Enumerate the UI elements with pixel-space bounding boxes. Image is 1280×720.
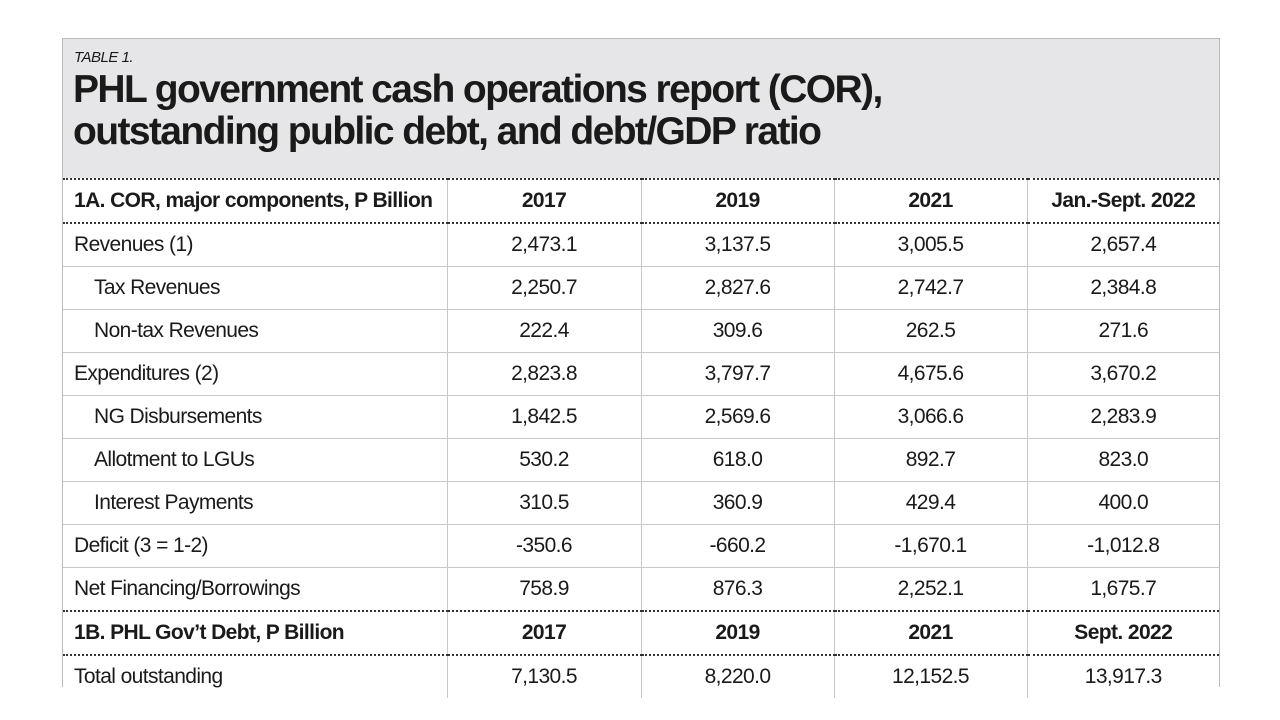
cell-value: 2,569.6 bbox=[640, 395, 834, 439]
cell-value: 4,675.6 bbox=[833, 352, 1027, 396]
table-figure: TABLE 1. PHL government cash operations … bbox=[62, 38, 1220, 698]
row-label: Tax Revenues bbox=[63, 266, 447, 310]
title-line-1: PHL government cash operations report (C… bbox=[73, 68, 883, 111]
cell-value: 8,220.0 bbox=[640, 655, 834, 698]
cell-value: 360.9 bbox=[640, 481, 834, 525]
row-label: Deficit (3 = 1-2) bbox=[63, 524, 447, 568]
cell-value: 7,130.5 bbox=[446, 655, 641, 698]
row-label: NG Disbursements bbox=[63, 395, 447, 439]
cell-value: 310.5 bbox=[446, 481, 641, 525]
section-title: 1B. PHL Gov’t Debt, P Billion bbox=[63, 610, 447, 656]
cell-value: 530.2 bbox=[446, 438, 641, 482]
cell-value: 2,742.7 bbox=[833, 266, 1027, 310]
cell-value: 271.6 bbox=[1026, 309, 1219, 353]
cell-value: 13,917.3 bbox=[1026, 655, 1219, 698]
row-label: Expenditures (2) bbox=[63, 352, 447, 396]
cell-value: -1,670.1 bbox=[833, 524, 1027, 568]
cell-value: 3,797.7 bbox=[640, 352, 834, 396]
cell-value: 2,252.1 bbox=[833, 567, 1027, 612]
section-title: 1A. COR, major components, P Billion bbox=[63, 178, 447, 224]
cell-value: 618.0 bbox=[640, 438, 834, 482]
cell-value: 309.6 bbox=[640, 309, 834, 353]
cell-value: -350.6 bbox=[446, 524, 641, 568]
title-line-2: outstanding public debt, and debt/GDP ra… bbox=[73, 110, 822, 153]
cell-value: 429.4 bbox=[833, 481, 1027, 525]
cell-value: 2,827.6 bbox=[640, 266, 834, 310]
cell-value: 1,842.5 bbox=[446, 395, 641, 439]
table-row: Total outstanding 7,130.5 8,220.0 12,152.5 1… bbox=[63, 655, 1219, 698]
cell-value: 876.3 bbox=[640, 567, 834, 612]
cell-value: 2,250.7 bbox=[446, 266, 641, 310]
table-row: Deficit (3 = 1-2) -350.6 -660.2 -1,670.1 -1,… bbox=[63, 524, 1219, 568]
column-header: 2021 bbox=[833, 610, 1027, 656]
column-header: 2019 bbox=[640, 610, 834, 656]
table-row: Non-tax Revenues 222.4 309.6 262.5 271.6 bbox=[63, 309, 1219, 353]
table-label: TABLE 1. bbox=[74, 49, 134, 66]
table-row: Expenditures (2) 2,823.8 3,797.7 4,675.6 3,6… bbox=[63, 352, 1219, 396]
cell-value: 262.5 bbox=[833, 309, 1027, 353]
table-row: Interest Payments 310.5 360.9 429.4 400.0 bbox=[63, 481, 1219, 525]
data-table: 1A. COR, major components, P Billion 2017… bbox=[63, 178, 1219, 698]
row-label: Net Financing/Borrowings bbox=[63, 567, 447, 612]
column-header: 2021 bbox=[833, 178, 1027, 224]
table-title: PHL government cash operations report (C… bbox=[73, 68, 883, 153]
table-header-panel: TABLE 1. PHL government cash operations … bbox=[63, 39, 1219, 178]
table-row: Allotment to LGUs 530.2 618.0 892.7 823.0 bbox=[63, 438, 1219, 482]
cell-value: 12,152.5 bbox=[833, 655, 1027, 698]
cell-value: 222.4 bbox=[446, 309, 641, 353]
cell-value: -1,012.8 bbox=[1026, 524, 1219, 568]
column-header: Jan.-Sept. 2022 bbox=[1026, 178, 1219, 224]
row-label: Revenues (1) bbox=[63, 223, 447, 267]
column-header: Sept. 2022 bbox=[1026, 610, 1219, 656]
cell-value: 758.9 bbox=[446, 567, 641, 612]
table-row: NG Disbursements 1,842.5 2,569.6 3,066.6 2,2… bbox=[63, 395, 1219, 439]
cell-value: 3,066.6 bbox=[833, 395, 1027, 439]
column-header: 2019 bbox=[640, 178, 834, 224]
row-label: Allotment to LGUs bbox=[63, 438, 447, 482]
cell-value: -660.2 bbox=[640, 524, 834, 568]
row-label: Interest Payments bbox=[63, 481, 447, 525]
cell-value: 823.0 bbox=[1026, 438, 1219, 482]
cell-value: 2,657.4 bbox=[1026, 223, 1219, 267]
cell-value: 3,670.2 bbox=[1026, 352, 1219, 396]
cell-value: 3,137.5 bbox=[640, 223, 834, 267]
cell-value: 2,283.9 bbox=[1026, 395, 1219, 439]
table-row: Tax Revenues 2,250.7 2,827.6 2,742.7 2,384.8 bbox=[63, 266, 1219, 310]
cell-value: 2,473.1 bbox=[446, 223, 641, 267]
cell-value: 892.7 bbox=[833, 438, 1027, 482]
cell-value: 3,005.5 bbox=[833, 223, 1027, 267]
row-label: Total outstanding bbox=[74, 665, 223, 688]
cell-value: 2,823.8 bbox=[446, 352, 641, 396]
row-label: Non-tax Revenues bbox=[63, 309, 447, 353]
cell-value: 1,675.7 bbox=[1026, 567, 1219, 612]
column-header: 2017 bbox=[446, 610, 641, 656]
column-header: 2017 bbox=[446, 178, 641, 224]
section-header-row: 1B. PHL Gov’t Debt, P Billion 2017 2019 202… bbox=[63, 610, 1219, 656]
cell-value: 400.0 bbox=[1026, 481, 1219, 525]
table-row: Revenues (1) 2,473.1 3,137.5 3,005.5 2,657.4 bbox=[63, 223, 1219, 267]
cell-value: 2,384.8 bbox=[1026, 266, 1219, 310]
section-header-row: 1A. COR, major components, P Billion 2017… bbox=[63, 178, 1219, 224]
table-row: Net Financing/Borrowings 758.9 876.3 2,252.… bbox=[63, 567, 1219, 612]
